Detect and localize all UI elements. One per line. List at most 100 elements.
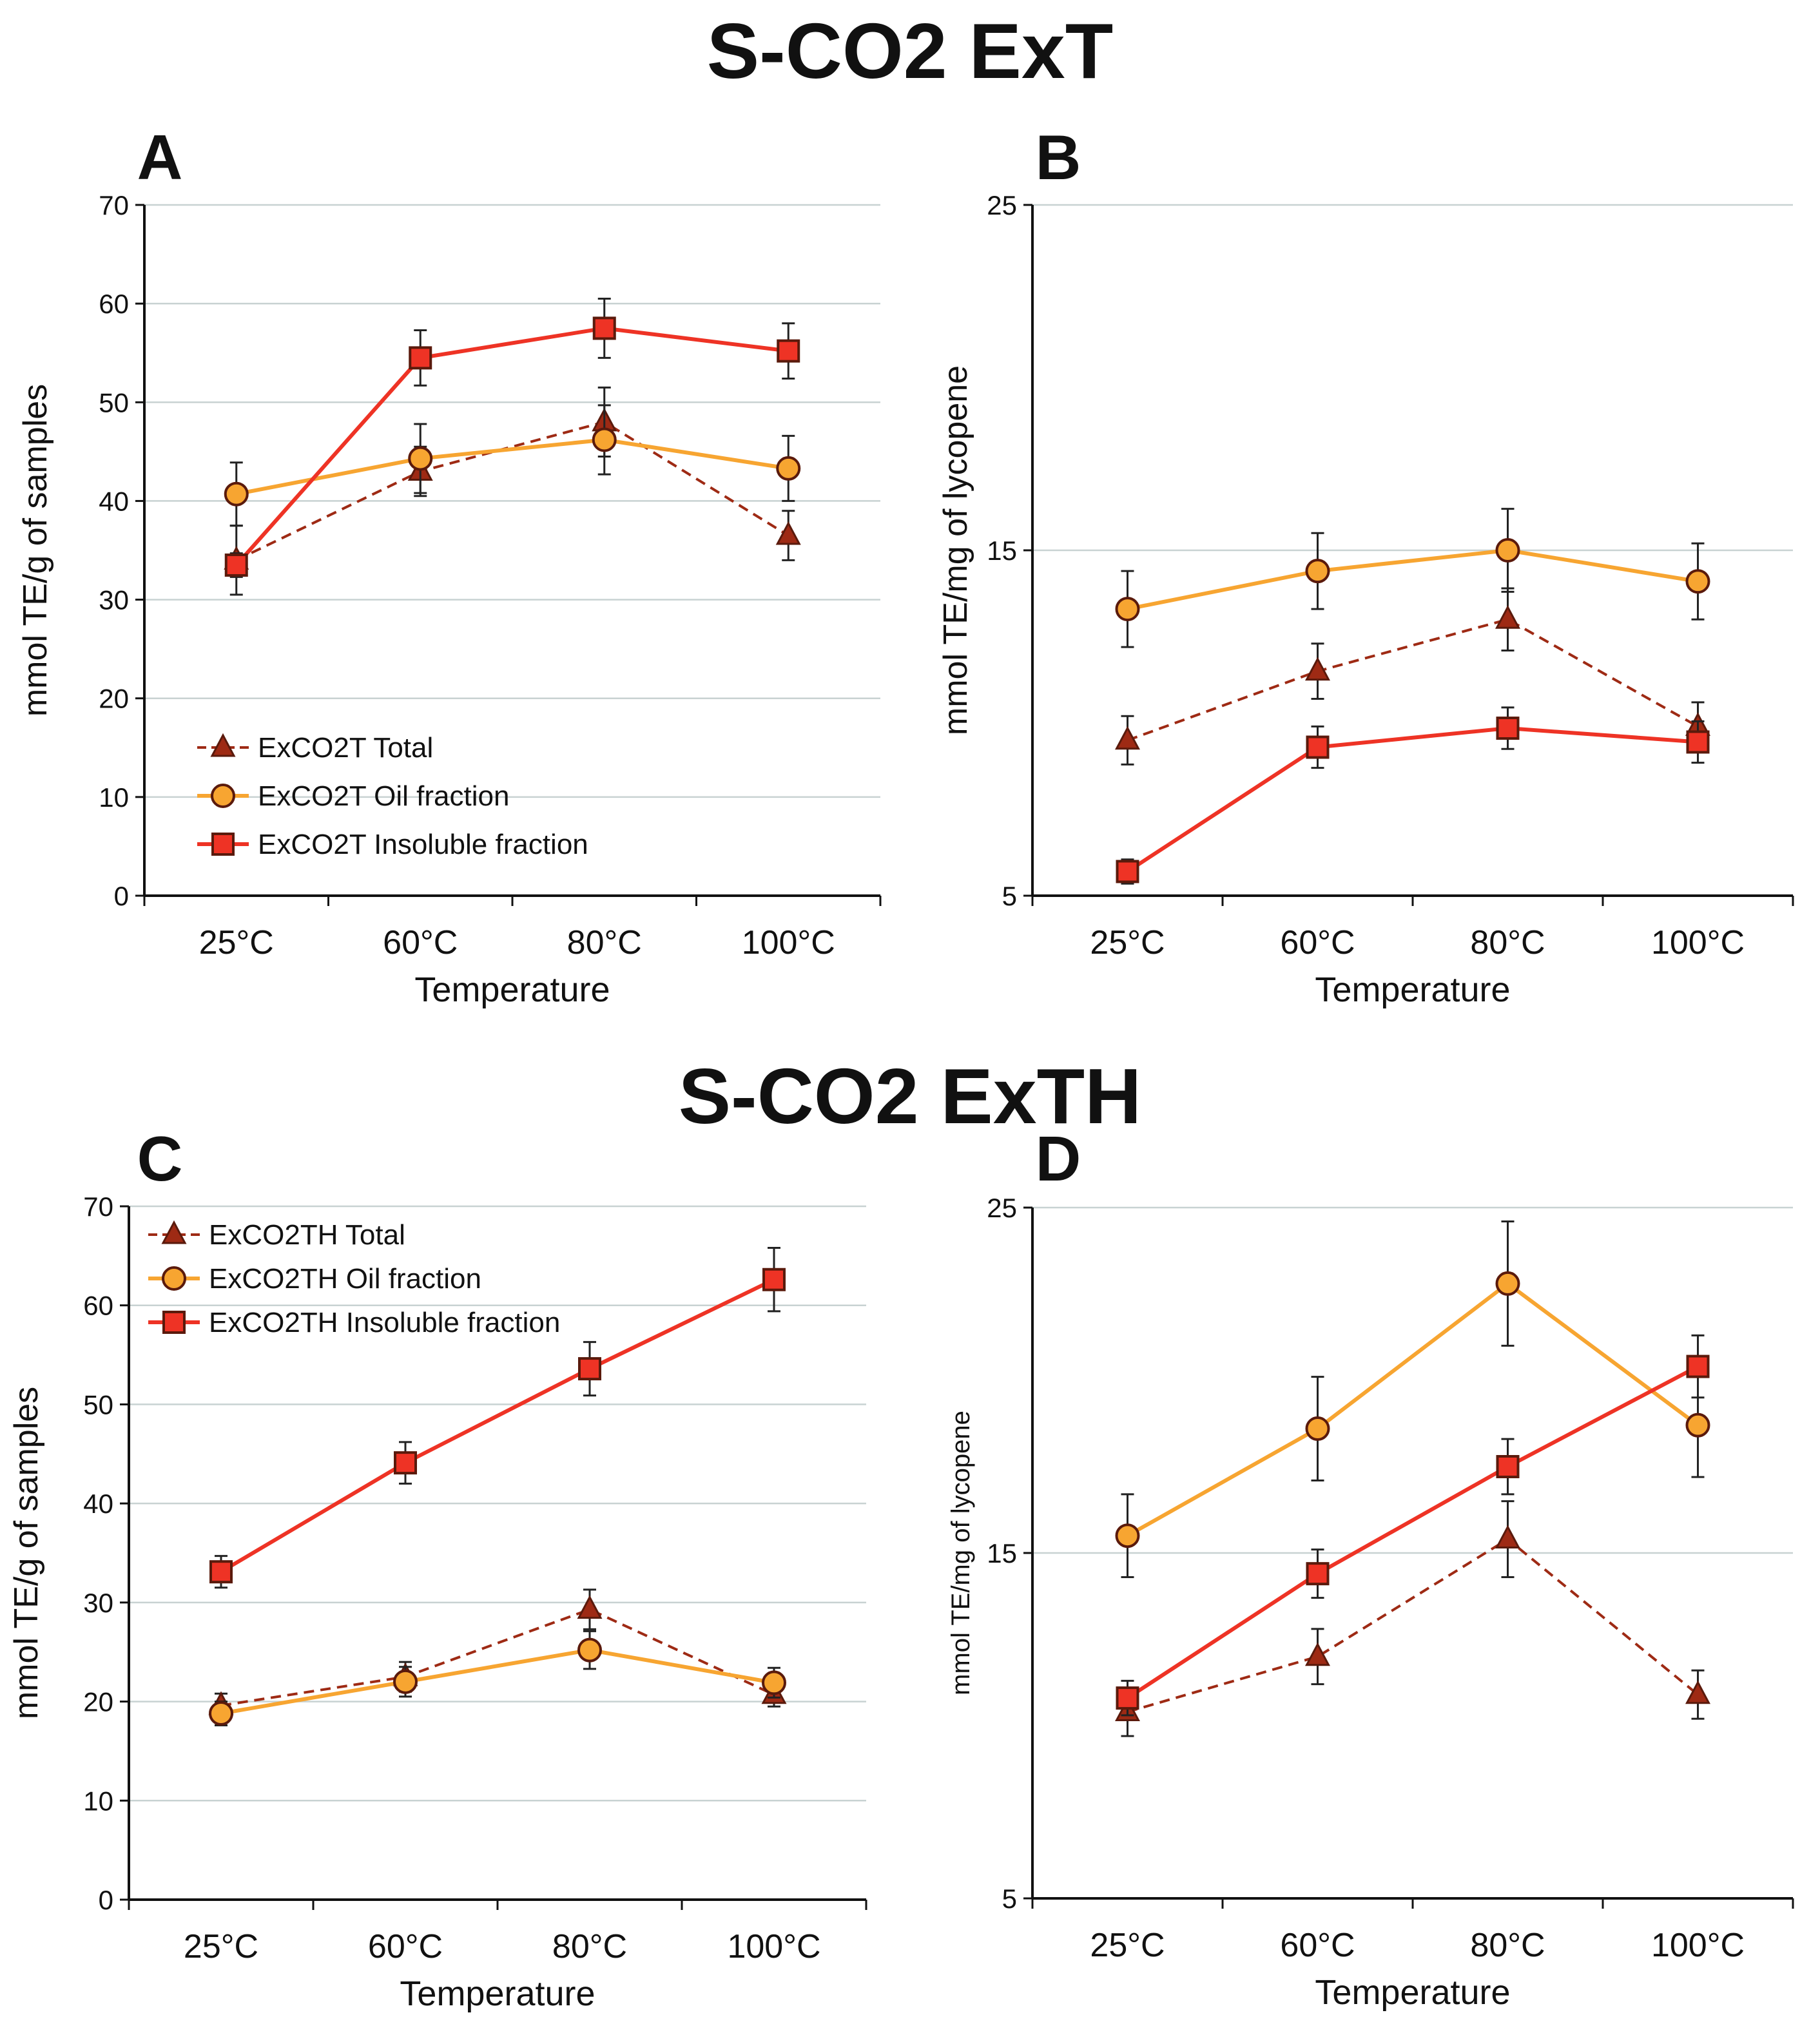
- y-tick-label: 70: [99, 190, 129, 220]
- data-point-circle: [577, 1637, 602, 1663]
- data-point-circle: [1305, 559, 1330, 584]
- series-square: [1116, 706, 1710, 885]
- chart-b-svg: B 5 15 25 25°C 60°C 80°C 100°C Temperature mmol T…: [937, 122, 1794, 1009]
- chart-panel-d: D 5 15 25 25°C 60°C 80°C 100°C Temperature mmol T…: [910, 1022, 1820, 2044]
- data-point-circle: [209, 1701, 233, 1726]
- x-axis-title: Temperature: [400, 1974, 595, 2013]
- data-point-square: [578, 1357, 601, 1381]
- y-tick-label: 60: [99, 289, 129, 319]
- figure-title-exth: S-CO2 ExTH: [678, 1052, 1142, 1140]
- chart-d-svg: D 5 15 25 25°C 60°C 80°C 100°C Temperature mmol T…: [947, 1123, 1794, 2012]
- x-axis-title: Temperature: [414, 970, 610, 1009]
- y-axis-title: mmol TE/mg of lycopene: [947, 1411, 975, 1695]
- series-line: [1127, 1538, 1699, 1713]
- data-point-square: [1686, 730, 1710, 754]
- data-point-square: [777, 339, 800, 363]
- y-axis-title: mmol TE/mg of lycopene: [937, 365, 974, 735]
- legend-label: ExCO2TH Oil fraction: [209, 1263, 481, 1295]
- data-point-triangle: [577, 1595, 603, 1619]
- data-point-square: [592, 316, 616, 340]
- series-triangle: [224, 386, 801, 596]
- data-point-square: [1306, 1562, 1330, 1586]
- chart-panel-a: A 0 10 20 30 40 50 60 70 25°C 60°C 80°C 100°C Tempera…: [0, 0, 910, 1022]
- x-axis-title: Temperature: [1315, 970, 1510, 1009]
- legend-label: ExCO2TH Insoluble fraction: [209, 1307, 560, 1338]
- x-axis-title: Temperature: [1315, 1973, 1510, 2012]
- series-triangle: [1115, 1500, 1710, 1737]
- data-point-square: [1496, 717, 1520, 740]
- series-circle: [1115, 1220, 1710, 1579]
- data-point-triangle: [1495, 605, 1520, 629]
- y-tick-label: 50: [83, 1389, 113, 1420]
- data-point-triangle: [1305, 1642, 1330, 1666]
- legend-label: ExCO2T Total: [258, 732, 433, 764]
- series-line: [220, 1608, 775, 1707]
- data-point-square: [1686, 1355, 1710, 1378]
- series-line: [1126, 726, 1698, 873]
- x-tick-label: 25°C: [1090, 1927, 1165, 1964]
- y-tick-label: 15: [987, 1538, 1017, 1568]
- legend-label: ExCO2TH Total: [209, 1219, 405, 1251]
- data-point-square: [762, 1268, 786, 1291]
- y-tick-label: 20: [83, 1687, 113, 1717]
- series-line: [1126, 1364, 1699, 1700]
- y-tick-label: 0: [99, 1885, 113, 1915]
- x-tick-label: 60°C: [368, 1928, 443, 1965]
- x-tick-label: 80°C: [1470, 924, 1545, 961]
- data-point-square: [224, 553, 248, 577]
- data-point-circle: [393, 1669, 418, 1694]
- data-point-circle: [592, 427, 617, 452]
- y-tick-label: 50: [99, 387, 129, 418]
- x-tick-label: 25°C: [1090, 924, 1165, 961]
- y-tick-label: 30: [83, 1588, 113, 1618]
- series-line: [235, 420, 789, 562]
- legend-marker-triangle: [161, 1220, 187, 1244]
- x-tick-label: 80°C: [552, 1928, 627, 1965]
- x-tick-label: 100°C: [1651, 924, 1745, 961]
- data-point-circle: [1685, 569, 1710, 594]
- y-tick-label: 30: [99, 585, 129, 615]
- x-tick-label: 60°C: [1280, 924, 1355, 961]
- y-tick-label: 0: [114, 881, 129, 911]
- legend-label: ExCO2T Oil fraction: [258, 780, 509, 812]
- data-point-circle: [762, 1670, 786, 1695]
- y-tick-label: 10: [99, 782, 129, 813]
- data-point-circle: [224, 481, 249, 506]
- y-tick-label: 40: [83, 1489, 113, 1519]
- y-axis-title: mmol TE/g of samples: [17, 384, 54, 717]
- data-point-circle: [1115, 1523, 1140, 1548]
- y-tick-label: 15: [987, 535, 1017, 566]
- chart-c-svg: C 0 10 20 30 40 50 60 70 25°C 60°C 80°C 100°C Tempera…: [8, 1123, 867, 2013]
- data-point-square: [1496, 1455, 1520, 1478]
- legend-marker-square: [162, 1311, 186, 1334]
- data-point-circle: [1685, 1412, 1710, 1438]
- data-point-circle: [776, 456, 801, 481]
- panel-label-d: D: [1036, 1123, 1081, 1194]
- x-tick-label: 25°C: [184, 1928, 258, 1965]
- figure-title-ext: S-CO2 ExT: [706, 7, 1114, 95]
- series-line: [1127, 548, 1698, 612]
- series-line: [1127, 1281, 1699, 1538]
- series-circle: [1115, 508, 1710, 648]
- data-point-square: [1116, 1686, 1139, 1710]
- data-point-circle: [408, 446, 433, 471]
- legend: ExCO2TH Total ExCO2TH Oil fraction ExCO2TH…: [148, 1219, 560, 1338]
- series-square: [1116, 1334, 1710, 1717]
- y-tick-label: 5: [1002, 881, 1017, 911]
- chart-panel-b: B 5 15 25 25°C 60°C 80°C 100°C Temperature mmol T…: [910, 0, 1820, 1022]
- series-circle: [209, 1630, 786, 1726]
- series-triangle: [208, 1588, 787, 1719]
- data-point-triangle: [1495, 1525, 1520, 1549]
- panel-label-a: A: [137, 122, 183, 193]
- data-point-triangle: [1685, 1680, 1710, 1704]
- y-tick-label: 40: [99, 486, 129, 516]
- data-point-triangle: [1305, 657, 1330, 681]
- y-tick-label: 5: [1002, 1884, 1017, 1914]
- x-tick-label: 100°C: [742, 924, 835, 961]
- series-line: [236, 438, 789, 496]
- data-point-square: [409, 346, 432, 370]
- panel-label-c: C: [137, 1123, 183, 1194]
- legend-label: ExCO2T Insoluble fraction: [258, 829, 588, 860]
- series-line: [220, 1278, 775, 1574]
- series-square: [209, 1247, 786, 1589]
